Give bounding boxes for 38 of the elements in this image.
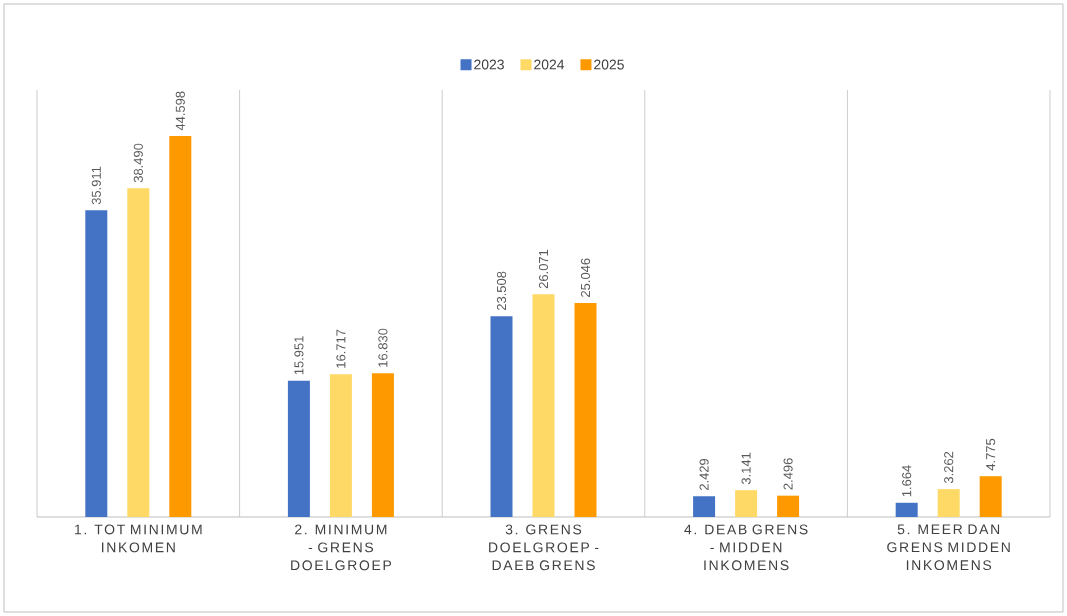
- bar: [329, 374, 352, 517]
- bar: [287, 380, 310, 517]
- data-label: 26.071: [538, 249, 549, 289]
- data-label: 16.830: [378, 328, 388, 367]
- bar: [169, 136, 192, 517]
- bar: [693, 496, 716, 517]
- bar: [937, 489, 960, 517]
- data-label: 15.951: [294, 336, 304, 375]
- x-tick-label: 3. GRENS DOELGROEP - DAEB GRENS: [489, 524, 599, 571]
- bar: [895, 502, 918, 517]
- data-label: 3.141: [741, 452, 751, 485]
- data-label: 16.717: [336, 329, 346, 368]
- data-label: 2.429: [699, 458, 709, 491]
- x-tick-label: 4. DEAB GRENS - MIDDEN INKOMENS: [684, 524, 808, 571]
- data-label: 1.664: [902, 465, 912, 497]
- x-tick-label: 5. MEER DAN GRENS MIDDEN INKOMENS: [887, 524, 1010, 571]
- data-label: 44.598: [175, 91, 185, 131]
- bar: [532, 294, 555, 517]
- data-label: 25.046: [580, 258, 591, 297]
- bar: [979, 476, 1002, 517]
- legend-label: 2024: [534, 59, 565, 70]
- data-label: 3.262: [944, 451, 954, 484]
- x-tick-label: 1. TOT MINIMUM INKOMEN: [75, 524, 202, 553]
- data-label: 23.508: [496, 271, 507, 311]
- data-label: 4.775: [986, 438, 996, 471]
- x-tick-label: 2. MINIMUM - GRENS DOELGROEP: [291, 524, 392, 571]
- data-label: 2.496: [783, 458, 793, 490]
- bar: [371, 373, 394, 517]
- bar: [127, 188, 150, 517]
- bar: [735, 490, 758, 517]
- bar: [490, 316, 513, 517]
- legend-label: 2025: [594, 59, 624, 70]
- bar: [574, 303, 597, 517]
- bar: [85, 210, 108, 517]
- bar: [777, 495, 800, 517]
- data-label: 35.911: [91, 166, 101, 205]
- data-label: 38.490: [133, 143, 143, 183]
- legend-label: 2023: [474, 59, 504, 70]
